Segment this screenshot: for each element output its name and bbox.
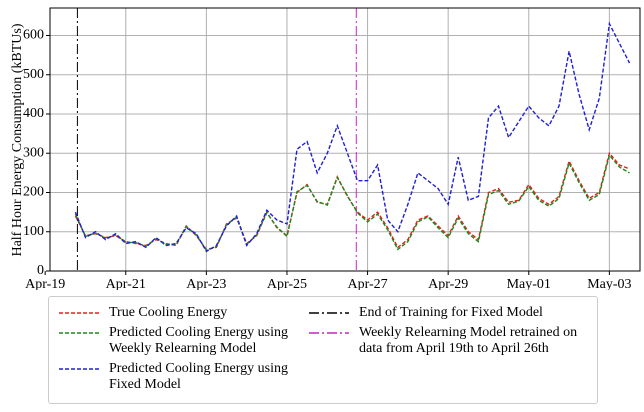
y-axis-label: Half Hour Energy Consumption (kBTUs) — [10, 23, 25, 256]
x-tick-label: Apr-29 — [428, 277, 468, 290]
y-tick-label: 500 — [23, 67, 44, 82]
x-tick-label: May-03 — [587, 277, 631, 290]
y-tick-label: 300 — [23, 145, 44, 160]
y-tick-label: 100 — [23, 224, 44, 239]
x-tick-label: Apr-27 — [347, 277, 387, 290]
legend-label: Predicted Cooling Energy using Weekly Re… — [109, 325, 288, 356]
legend-item: Predicted Cooling Energy using Weekly Re… — [59, 325, 309, 357]
x-tick-label: Apr-23 — [186, 277, 226, 290]
chart: Half Hour Energy Consumption (kBTUs) 0 10… — [10, 7, 641, 292]
series-line — [74, 153, 630, 252]
x-tick-label: Apr-25 — [267, 277, 307, 290]
plot-frame — [49, 7, 641, 272]
series-line — [74, 21, 631, 253]
legend-label: End of Training for Fixed Model — [359, 305, 543, 320]
y-tick-label: 400 — [23, 106, 44, 121]
legend-swatch — [59, 368, 99, 370]
legend-swatch — [309, 312, 349, 314]
legend-item: Weekly Relearning Model retrained on dat… — [309, 325, 609, 357]
y-tick-label: 0 — [37, 263, 44, 278]
legend-item: Predicted Cooling Energy using Fixed Mod… — [59, 361, 309, 393]
y-tick-label: 200 — [23, 185, 44, 200]
legend-item: End of Training for Fixed Model — [309, 305, 609, 321]
legend-label: Weekly Relearning Model retrained on dat… — [359, 325, 578, 356]
y-tick-label: 600 — [23, 28, 44, 43]
legend-label: Predicted Cooling Energy using Fixed Mod… — [109, 361, 288, 392]
x-tick-label: May-01 — [507, 277, 551, 290]
legend-swatch — [59, 332, 99, 334]
legend: True Cooling Energy End of Training for F… — [48, 296, 598, 404]
legend-label: True Cooling Energy — [109, 305, 228, 320]
legend-item: True Cooling Energy — [59, 305, 309, 321]
x-tick-label: Apr-19 — [25, 277, 65, 290]
legend-swatch — [59, 312, 99, 314]
x-tick-label: Apr-21 — [106, 277, 146, 290]
legend-swatch — [309, 332, 349, 334]
